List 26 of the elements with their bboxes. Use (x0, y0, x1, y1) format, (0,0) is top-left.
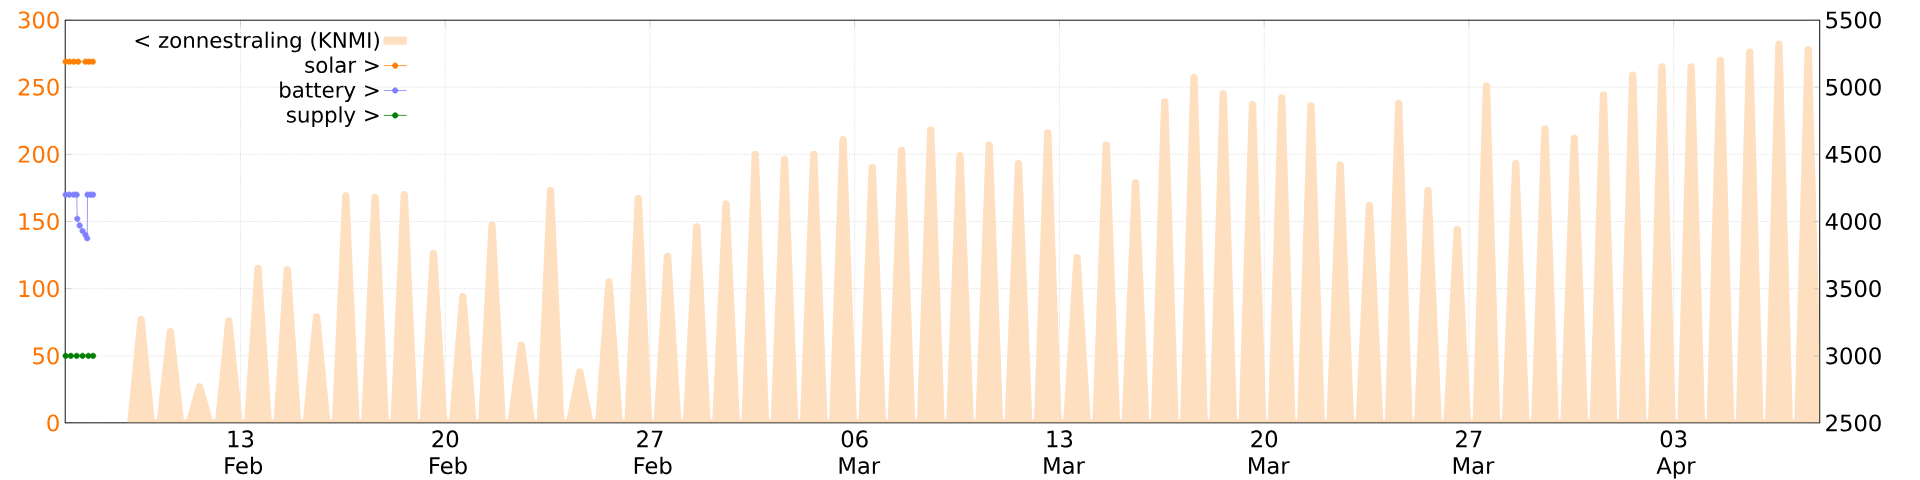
y2-tick-label: 5500 (1826, 11, 1881, 29)
legend-label: supply > (286, 106, 379, 127)
x-tick-label: 27 Mar (1453, 430, 1495, 475)
y-tick-label: 200 (18, 145, 59, 163)
y2-tick-label: 4000 (1825, 212, 1881, 231)
y2-tick-label: 3500 (1826, 280, 1881, 298)
legend-label: battery > (280, 81, 379, 103)
y2-tick-label: 3000 (1826, 347, 1881, 365)
y-tick-label: 100 (19, 280, 59, 298)
x-tick-label: 20 Feb (430, 430, 467, 475)
x-tick-label: 20 Mar (1249, 430, 1290, 475)
x-tick-label: 13 Mar (1044, 430, 1085, 475)
y-tick-label: 0 (47, 414, 59, 432)
y-tick-label: 250 (18, 78, 59, 96)
y-tick-label: 50 (33, 347, 59, 365)
x-tick-label: 06 Mar (839, 430, 881, 475)
x-tick-label: 03 Apr (1656, 430, 1696, 479)
x-tick-label: 27 Feb (634, 430, 672, 475)
y-tick-label: 150 (19, 212, 59, 231)
legend-label: solar > (305, 56, 379, 74)
y2-tick-label: 5000 (1826, 78, 1881, 96)
x-tick-label: 13 Feb (225, 430, 263, 475)
y2-tick-label: 2500 (1826, 414, 1881, 432)
y-tick-label: 300 (18, 11, 59, 29)
y2-tick-label: 4500 (1825, 145, 1881, 163)
legend-label: < zonnestraling (KNMI) (135, 31, 379, 53)
